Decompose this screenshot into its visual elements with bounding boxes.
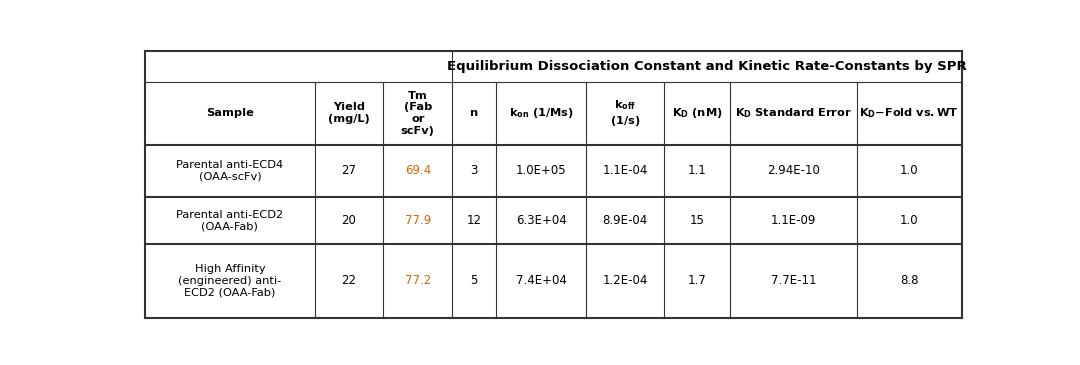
Text: $\mathbf{K_D}$ $\mathbf{Standard\ Error}$: $\mathbf{K_D}$ $\mathbf{Standard\ Error}… xyxy=(734,106,852,120)
Text: High Affinity
(engineered) anti-
ECD2 (OAA-Fab): High Affinity (engineered) anti- ECD2 (O… xyxy=(178,264,282,297)
Text: 1.0: 1.0 xyxy=(900,214,919,227)
Text: 22: 22 xyxy=(341,274,356,287)
Text: Equilibrium Dissociation Constant and Kinetic Rate-Constants by SPR: Equilibrium Dissociation Constant and Ki… xyxy=(447,60,967,73)
Text: $\mathbf{k_{on}}$ $\mathbf{(1/Ms)}$: $\mathbf{k_{on}}$ $\mathbf{(1/Ms)}$ xyxy=(509,106,573,120)
Text: Parental anti-ECD2
(OAA-Fab): Parental anti-ECD2 (OAA-Fab) xyxy=(176,210,283,231)
Text: 69.4: 69.4 xyxy=(405,164,431,177)
Text: 20: 20 xyxy=(341,214,356,227)
Text: 2.94E-10: 2.94E-10 xyxy=(767,164,820,177)
Text: 1.2E-04: 1.2E-04 xyxy=(603,274,648,287)
Text: 27: 27 xyxy=(341,164,356,177)
Text: 77.2: 77.2 xyxy=(405,274,431,287)
Text: 1.0E+05: 1.0E+05 xyxy=(516,164,566,177)
Text: $\mathbf{K_D}$$\mathbf{{-}Fold\ vs.WT}$: $\mathbf{K_D}$$\mathbf{{-}Fold\ vs.WT}$ xyxy=(860,106,959,120)
Text: 15: 15 xyxy=(689,214,704,227)
Text: 3: 3 xyxy=(471,164,477,177)
Text: Sample: Sample xyxy=(206,108,254,118)
Text: $\mathbf{K_D}$ $\mathbf{(nM)}$: $\mathbf{K_D}$ $\mathbf{(nM)}$ xyxy=(672,106,723,120)
Text: 1.1E-09: 1.1E-09 xyxy=(770,214,816,227)
Text: Tm
(Fab
or
scFv): Tm (Fab or scFv) xyxy=(401,91,435,136)
Text: Yield
(mg/L): Yield (mg/L) xyxy=(328,103,370,124)
Text: $\mathbf{k_{off}}$
$\mathbf{(1/s)}$: $\mathbf{k_{off}}$ $\mathbf{(1/s)}$ xyxy=(610,98,640,128)
Text: 1.0: 1.0 xyxy=(900,164,919,177)
Text: 8.9E-04: 8.9E-04 xyxy=(603,214,648,227)
Text: 8.8: 8.8 xyxy=(900,274,918,287)
Text: Parental anti-ECD4
(OAA-scFv): Parental anti-ECD4 (OAA-scFv) xyxy=(176,160,283,182)
Text: 5: 5 xyxy=(471,274,477,287)
Text: 6.3E+04: 6.3E+04 xyxy=(516,214,567,227)
Text: 1.1: 1.1 xyxy=(688,164,706,177)
Text: 7.7E-11: 7.7E-11 xyxy=(770,274,816,287)
Text: 1.1E-04: 1.1E-04 xyxy=(603,164,648,177)
Text: 1.7: 1.7 xyxy=(688,274,706,287)
Text: 12: 12 xyxy=(467,214,482,227)
Text: 77.9: 77.9 xyxy=(405,214,431,227)
Text: n: n xyxy=(470,108,478,118)
Text: 7.4E+04: 7.4E+04 xyxy=(515,274,567,287)
